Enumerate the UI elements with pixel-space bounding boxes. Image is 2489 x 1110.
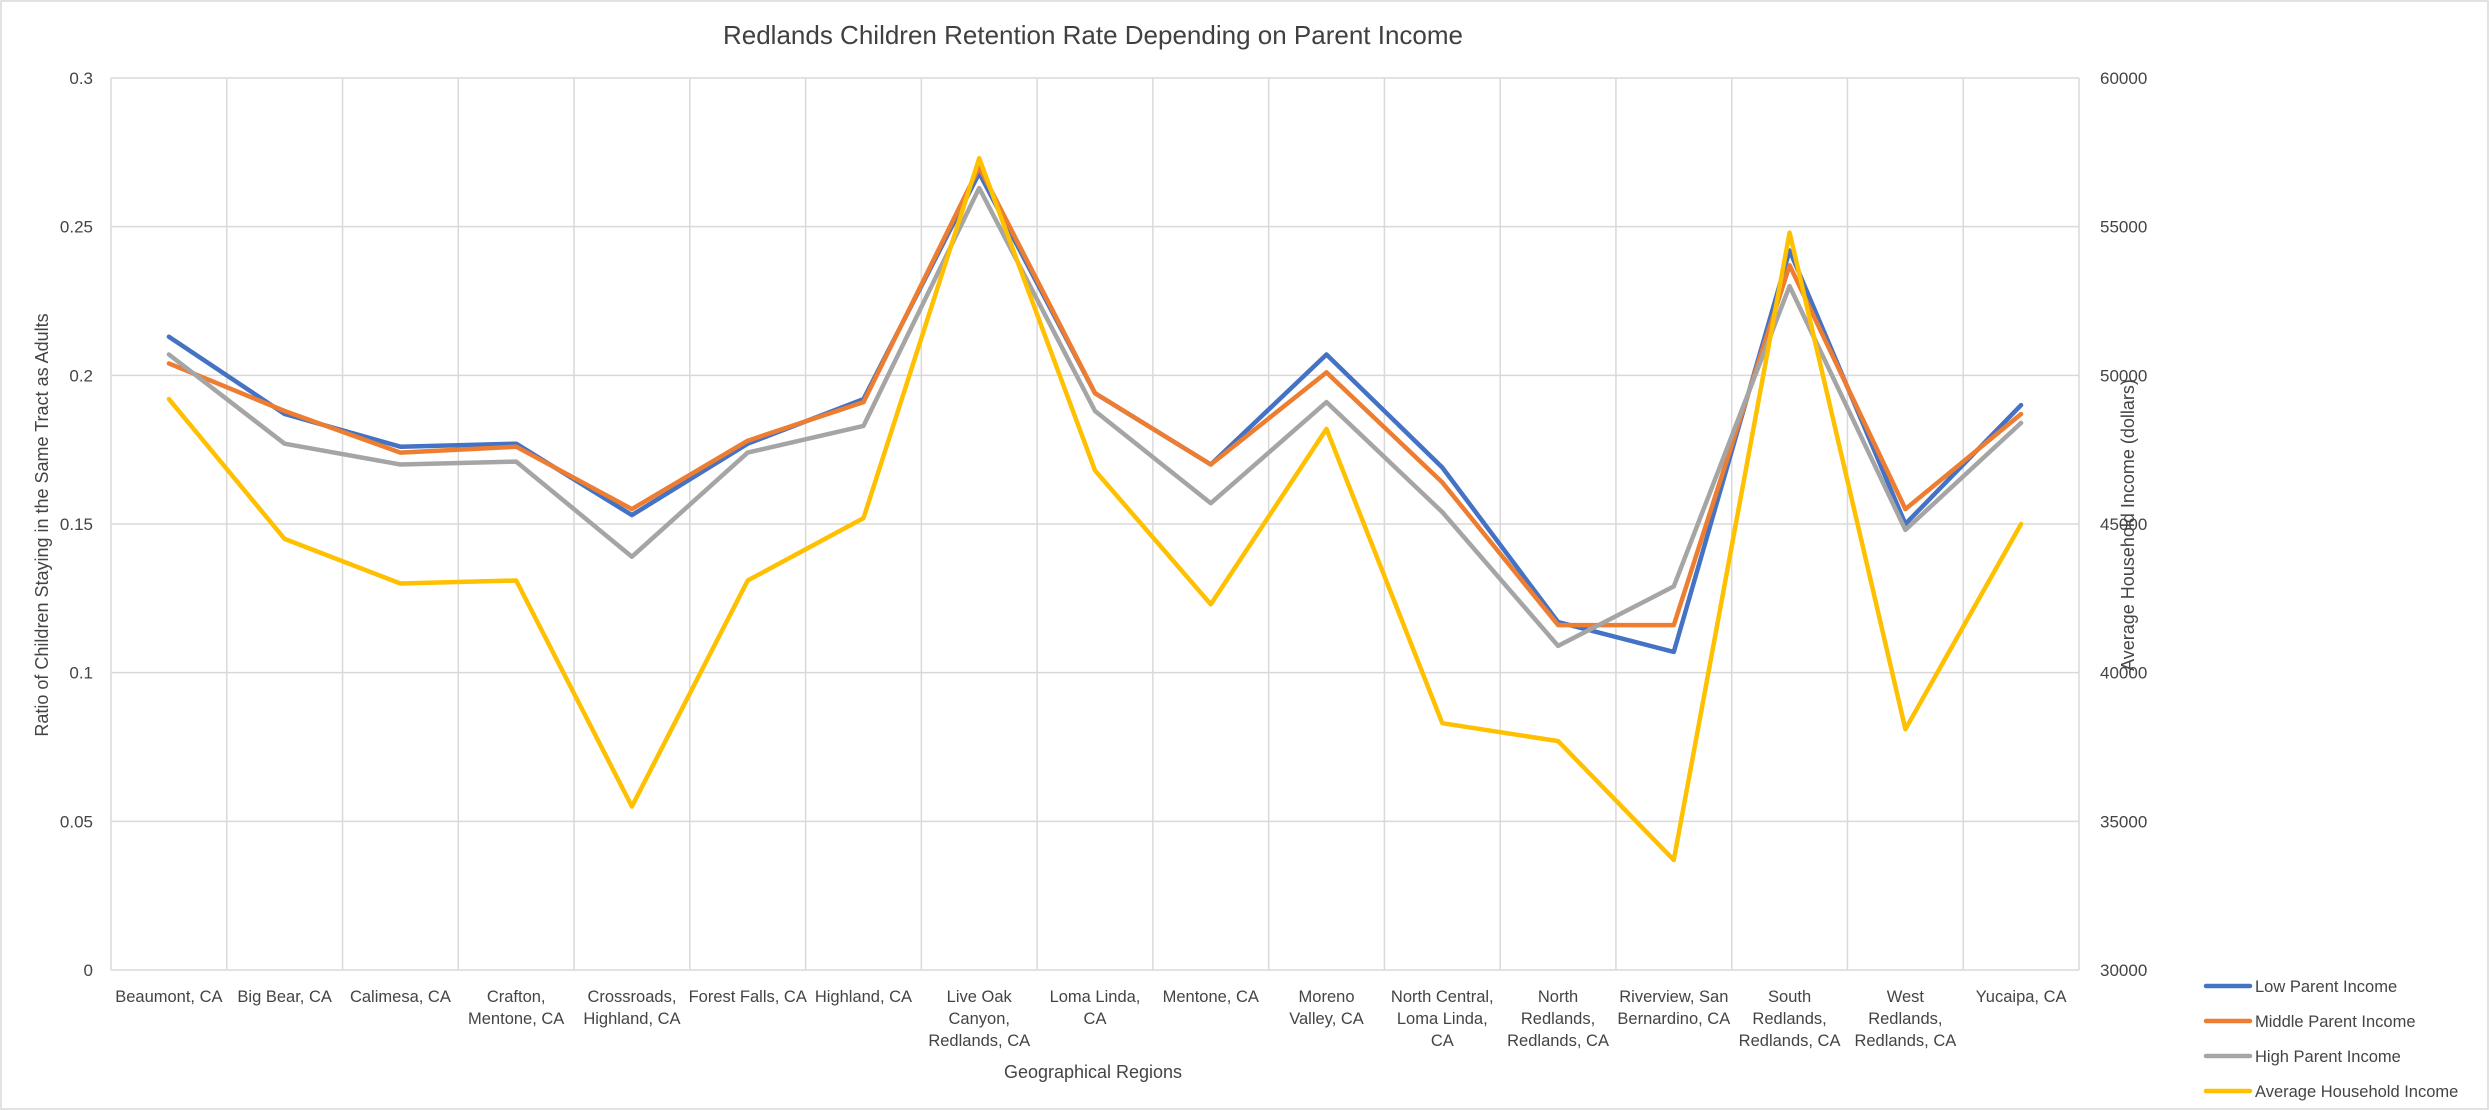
- y-tick-label-0: 0: [84, 961, 93, 980]
- y2-axis-title: Average Household Income (dollars): [2118, 379, 2138, 671]
- series-line-1: [166, 164, 2024, 628]
- category-label-line: Redlands,: [1521, 1010, 1595, 1028]
- category-label-line: South: [1768, 988, 1811, 1006]
- category-label-line: Riverview, San: [1619, 988, 1728, 1006]
- category-label-6: Highland, CA: [815, 988, 912, 1006]
- category-label-12: North Redlands, Redlands, CA: [1507, 988, 1609, 1050]
- category-label-line: Canyon,: [949, 1010, 1010, 1028]
- category-label-line: Forest Falls, CA: [689, 988, 807, 1006]
- category-label-line: Beaumont, CA: [115, 988, 222, 1006]
- category-label-line: Big Bear, CA: [237, 988, 331, 1006]
- y-axis-title: Ratio of Children Staying in the Same Tr…: [32, 313, 52, 736]
- category-label-2: Calimesa, CA: [350, 988, 451, 1006]
- category-label-line: West: [1887, 988, 1925, 1006]
- category-label-15: West Redlands, Redlands, CA: [1854, 988, 1956, 1050]
- category-label-line: Yucaipa, CA: [1976, 988, 2067, 1006]
- category-label-14: South Redlands, Redlands, CA: [1739, 988, 1841, 1050]
- y2-tick-label-0: 30000: [2100, 961, 2147, 980]
- category-label-9: Mentone, CA: [1163, 988, 1259, 1006]
- category-label-line: North Central,: [1391, 988, 1494, 1006]
- category-label-8: Loma Linda, CA: [1050, 988, 1141, 1028]
- y-tick-label-2: 0.1: [69, 664, 93, 683]
- category-label-line: Calimesa, CA: [350, 988, 451, 1006]
- category-label-line: Redlands, CA: [1739, 1032, 1841, 1050]
- legend-label-1: Middle Parent Income: [2255, 1013, 2416, 1031]
- category-label-line: Crafton,: [487, 988, 546, 1006]
- y-tick-label-1: 0.05: [60, 812, 93, 831]
- category-label-line: CA: [1431, 1032, 1454, 1050]
- y2-tick-label-3: 45000: [2100, 515, 2147, 534]
- legend-label-0: Low Parent Income: [2255, 978, 2397, 996]
- category-label-10: Moreno Valley, CA: [1289, 988, 1364, 1028]
- legend-label-2: High Parent Income: [2255, 1048, 2401, 1066]
- y2-tick-label-5: 55000: [2100, 218, 2147, 237]
- category-label-0: Beaumont, CA: [115, 988, 222, 1006]
- left-axis-ticks: 0 0.05 0.1 0.15 0.2 0.25 0.3: [60, 69, 93, 980]
- category-label-1: Big Bear, CA: [237, 988, 331, 1006]
- category-label-line: North: [1538, 988, 1578, 1006]
- category-label-13: Riverview, San Bernardino, CA: [1617, 988, 1730, 1028]
- category-label-line: Crossroads,: [587, 988, 676, 1006]
- legend: Low Parent Income Middle Parent Income Hig…: [2203, 978, 2458, 1101]
- gridlines: [110, 77, 2080, 971]
- chart-title: Redlands Children Retention Rate Dependi…: [723, 20, 1463, 50]
- category-label-line: Redlands,: [1868, 1010, 1942, 1028]
- category-label-line: Loma Linda,: [1050, 988, 1141, 1006]
- category-label-line: Redlands, CA: [928, 1032, 1030, 1050]
- category-labels: Beaumont, CA Big Bear, CA Calimesa, CA Craf…: [115, 988, 2066, 1050]
- category-label-line: Bernardino, CA: [1617, 1010, 1730, 1028]
- y2-tick-label-4: 50000: [2100, 366, 2147, 385]
- category-label-4: Crossroads, Highland, CA: [583, 988, 680, 1028]
- category-label-line: Live Oak: [947, 988, 1013, 1006]
- category-label-7: Live Oak Canyon, Redlands, CA: [928, 988, 1030, 1050]
- y2-tick-label-1: 35000: [2100, 812, 2147, 831]
- category-label-line: Moreno: [1299, 988, 1355, 1006]
- category-label-5: Forest Falls, CA: [689, 988, 807, 1006]
- category-label-line: Loma Linda,: [1397, 1010, 1488, 1028]
- category-label-3: Crafton, Mentone, CA: [468, 988, 564, 1028]
- y-tick-label-4: 0.2: [69, 366, 93, 385]
- category-label-line: Valley, CA: [1289, 1010, 1364, 1028]
- category-label-line: Mentone, CA: [468, 1010, 564, 1028]
- category-label-line: Highland, CA: [815, 988, 912, 1006]
- y2-tick-label-6: 60000: [2100, 69, 2147, 88]
- category-label-line: Mentone, CA: [1163, 988, 1259, 1006]
- category-label-line: Redlands,: [1752, 1010, 1826, 1028]
- series-lines: [166, 156, 2024, 863]
- y-tick-label-6: 0.3: [69, 69, 93, 88]
- legend-label-3: Average Household Income: [2255, 1083, 2458, 1101]
- category-label-line: Highland, CA: [583, 1010, 680, 1028]
- series-line-3: [166, 156, 2024, 863]
- category-label-11: North Central, Loma Linda, CA: [1391, 988, 1494, 1050]
- right-axis-ticks: 30000 35000 40000 45000 50000 55000 60000: [2100, 69, 2147, 980]
- series-line-2: [166, 185, 2024, 649]
- category-label-line: Redlands, CA: [1854, 1032, 1956, 1050]
- category-label-line: Redlands, CA: [1507, 1032, 1609, 1050]
- y-tick-label-3: 0.15: [60, 515, 93, 534]
- category-label-line: CA: [1084, 1010, 1107, 1028]
- y2-tick-label-2: 40000: [2100, 664, 2147, 683]
- category-label-16: Yucaipa, CA: [1976, 988, 2067, 1006]
- x-axis-title: Geographical Regions: [1004, 1062, 1182, 1082]
- y-tick-label-5: 0.25: [60, 218, 93, 237]
